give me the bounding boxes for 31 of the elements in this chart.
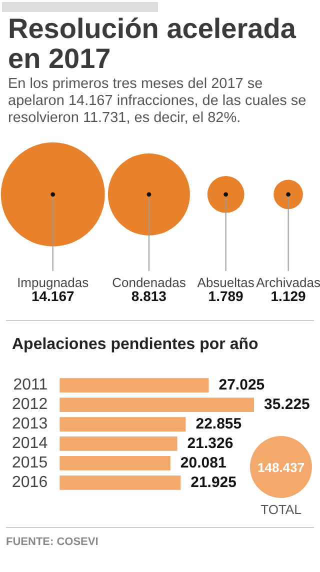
data-label: 8.813 bbox=[131, 288, 167, 304]
bar bbox=[60, 378, 209, 393]
bar bbox=[60, 398, 254, 412]
y-tick-label: 2013 bbox=[12, 416, 48, 433]
source-note: FUENTE: COSEVI bbox=[6, 536, 98, 548]
category-label: Impugnadas bbox=[17, 275, 90, 290]
y-tick-label: 2015 bbox=[12, 454, 48, 472]
data-label: 21.326 bbox=[187, 434, 234, 452]
category-label: Absueltas bbox=[197, 275, 255, 290]
y-tick-label: 2012 bbox=[12, 396, 48, 414]
chart-title: Apelaciones pendientes por año bbox=[12, 336, 260, 354]
bar bbox=[60, 436, 178, 451]
category-label: Archivadas bbox=[256, 275, 320, 290]
data-label: 27.025 bbox=[218, 376, 265, 394]
data-label: 20.081 bbox=[180, 454, 226, 472]
text: Resolución acelerada en 2017 bbox=[8, 13, 298, 74]
bar bbox=[60, 456, 170, 470]
bar bbox=[60, 475, 181, 490]
data-label: 1.789 bbox=[208, 288, 244, 304]
data-label: 21.925 bbox=[190, 474, 236, 491]
text: TOTAL bbox=[260, 502, 302, 517]
category-label: Condenadas bbox=[112, 275, 186, 290]
data-label: 22.855 bbox=[196, 415, 242, 432]
y-tick-label: 2011 bbox=[13, 376, 48, 394]
data-label: 35.225 bbox=[264, 396, 310, 413]
circle-badge: 148.437 bbox=[250, 436, 312, 498]
bar bbox=[60, 417, 186, 432]
text: En los primeros tres meses del 2017 se apelaron 14.167 infracciones, de las cuales se resolvieron 11.731, es decir, el 82%. bbox=[8, 76, 308, 127]
data-label: 1.129 bbox=[270, 288, 306, 304]
y-tick-label: 2014 bbox=[12, 435, 48, 452]
y-tick-label: 2016 bbox=[12, 474, 48, 492]
